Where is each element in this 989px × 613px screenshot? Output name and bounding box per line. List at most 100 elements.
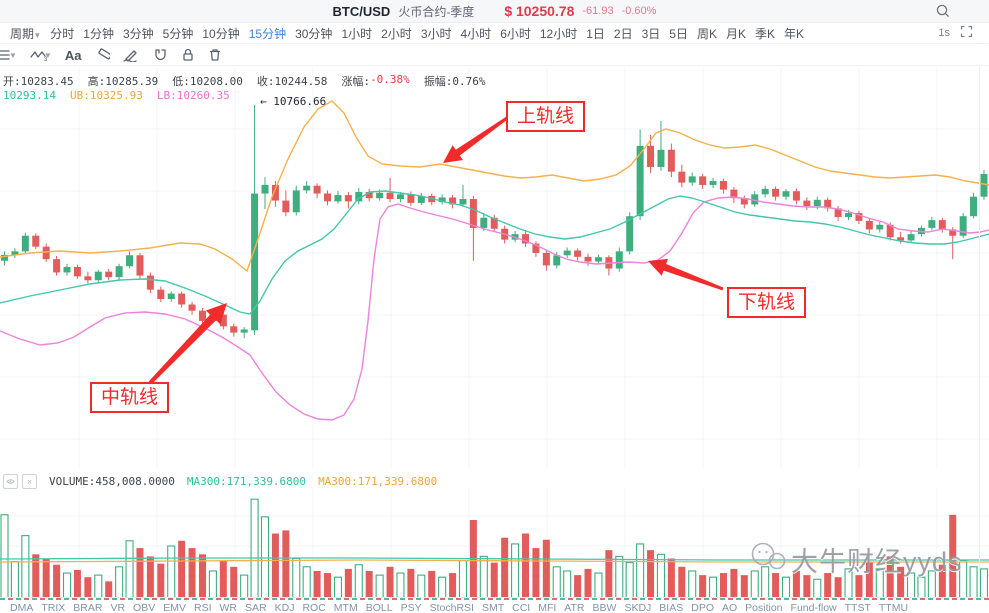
readout-seg-2: LB:10260.35 [156,89,230,102]
period-item-6[interactable]: 30分钟 [295,26,333,41]
tab-RSI[interactable]: RSI [194,602,212,613]
tab-PSY[interactable]: PSY [400,602,422,613]
symbol-title: BTC/USD [332,3,391,19]
chevron-down-icon: ▼ [33,30,42,40]
period-item-12[interactable]: 12小时 [539,26,578,41]
eye-icon[interactable] [3,474,18,489]
eraser-icon[interactable] [94,48,111,62]
period-item-10[interactable]: 4小时 [460,26,492,41]
tab-ATR[interactable]: ATR [564,602,585,613]
refresh-interval: 1s [938,27,950,39]
close-icon[interactable]: ✕ [22,474,37,489]
ohlc-readout: 开:10283.45 高:10285.39 低:10208.00 收:10244.58… [3,73,486,89]
readout-seg-1: UB:10325.93 [69,89,143,102]
period-items: 分时 1分钟 3分钟 5分钟 10分钟 15分钟 30分钟 1小时 2小时 3小时 4小时 6小时 12… [50,25,804,42]
readout-seg-2: 低:10208.00 [172,75,243,88]
readout-seg-3: 收:10244.58 [256,75,328,88]
readout-seg-0: 开:10283.45 [3,75,74,88]
tab-StochRSI[interactable]: StochRSI [429,602,474,613]
period-item-4[interactable]: 10分钟 [202,26,240,41]
tab-SMT[interactable]: SMT [481,602,505,613]
readout-seg-4: 涨幅: -0.38% [341,73,410,88]
tab-AO[interactable]: AO [722,602,738,613]
tab-Fund-flow[interactable]: Fund-flow [790,602,837,613]
period-item-18[interactable]: 月K [726,26,747,41]
spike-price-flag: ← 10766.66 [260,95,327,108]
tab-DMA[interactable]: DMA [10,602,34,613]
tab-TTST[interactable]: TTST [844,602,871,613]
period-item-2[interactable]: 3分钟 [122,26,154,41]
tab-TTMU[interactable]: TTMU [878,602,909,613]
indicator-line-icon[interactable]: 3 ▼ [30,48,52,62]
period-item-16[interactable]: 5日 [669,26,688,41]
search-icon[interactable] [935,3,951,24]
tab-TRIX[interactable]: TRIX [41,602,66,613]
tab-WR[interactable]: WR [219,602,238,613]
tab-BBW[interactable]: BBW [592,602,617,613]
main-chart[interactable]: 开:10283.45 高:10285.39 低:10208.00 收:10244.58… [0,67,989,470]
label-upper-band: 上轨线 [506,101,586,132]
last-price: $ 10250.78 [504,3,575,19]
readout-seg-5: 振幅:0.76% [423,75,486,88]
price-change-pct: -0.60% [621,5,657,17]
readout-seg-0: VOLUME:458,008.0000 [49,475,175,488]
period-item-13[interactable]: 1日 [586,26,605,41]
tab-MTM[interactable]: MTM [333,602,358,613]
tab-BRAR[interactable]: BRAR [73,602,103,613]
tab-DPO[interactable]: DPO [691,602,714,613]
watermark-text: 大牛财经yyds [791,547,963,577]
tab-MFI[interactable]: MFI [538,602,557,613]
market-subtitle: 火币合约-季度 [398,4,475,19]
volume-pane[interactable]: ✕ VOLUME:458,008.0000 MA300:171,339.6800 M… [0,470,989,598]
readout-seg-1: 高:10285.39 [87,75,159,88]
readout-seg-2: MA300:171,339.6800 [318,475,438,488]
text-tool-icon[interactable]: Aa [64,47,82,63]
period-item-7[interactable]: 1小时 [341,26,373,41]
volume-info-items: VOLUME:458,008.0000 MA300:171,339.6800 MA3… [49,475,437,488]
trash-icon[interactable] [208,48,222,62]
indicator-tabs: DMA TRIX BRAR VR OBV EMV RSI WR SAR KDJ ROC MTM BOLL… [0,598,989,613]
period-item-8[interactable]: 2小时 [381,26,412,41]
magnet-icon[interactable] [153,48,168,62]
period-item-11[interactable]: 6小时 [500,26,531,41]
period-dropdown[interactable]: 周期 ▼ [10,26,42,41]
period-item-0[interactable]: 分时 [50,26,75,41]
period-item-14[interactable]: 2日 [613,26,633,41]
watermark: 大牛财经yyds [748,540,963,579]
lock-icon[interactable] [181,48,195,62]
volume-readout: ✕ VOLUME:458,008.0000 MA300:171,339.6800 M… [3,474,437,489]
chevron-down-icon: ▼ [43,50,52,60]
chart-type-icon[interactable]: ▼ [0,48,17,62]
period-item-20[interactable]: 年K [784,26,805,41]
period-item-15[interactable]: 3日 [641,26,661,41]
indicator-tab-bar: DMA TRIX BRAR VR OBV EMV RSI WR SAR KDJ ROC MTM BOLL… [0,598,989,613]
header: BTC/USD 火币合约-季度 $ 10250.78 -61.93 -0.60% [0,0,989,23]
fullscreen-icon[interactable] [960,25,973,41]
candlestick-canvas[interactable] [0,67,989,470]
period-item-17[interactable]: 周K [696,26,717,41]
pen-icon[interactable] [123,48,140,62]
period-item-1[interactable]: 1分钟 [83,26,114,41]
tab-ROC[interactable]: ROC [302,602,326,613]
volume-canvas[interactable] [0,488,989,598]
period-item-5[interactable]: 15分钟 [248,26,287,41]
period-toolbar: 周期 ▼ 分时 1分钟 3分钟 5分钟 10分钟 15分钟 30分钟 1小时 2小时 3小时 4小时… [0,23,989,44]
period-item-19[interactable]: 季K [755,26,776,41]
tab-VR[interactable]: VR [110,602,126,613]
tab-Position[interactable]: Position [745,602,783,613]
period-item-9[interactable]: 3小时 [420,26,452,41]
tab-EMV[interactable]: EMV [163,602,186,613]
tab-BIAS[interactable]: BIAS [659,602,684,613]
tab-CCI[interactable]: CCI [512,602,531,613]
period-item-3[interactable]: 5分钟 [162,26,194,41]
chevron-down-icon: ▼ [9,50,17,60]
readout-seg-4-value: -0.38% [370,73,410,86]
tab-OBV[interactable]: OBV [133,602,156,613]
svg-text:3: 3 [44,57,48,62]
tab-SAR[interactable]: SAR [245,602,267,613]
tab-SKDJ[interactable]: SKDJ [624,602,652,613]
readout-seg-1: MA300:171,339.6800 [186,475,307,488]
tab-KDJ[interactable]: KDJ [274,602,295,613]
right-divider [979,0,980,613]
tab-BOLL[interactable]: BOLL [365,602,393,613]
